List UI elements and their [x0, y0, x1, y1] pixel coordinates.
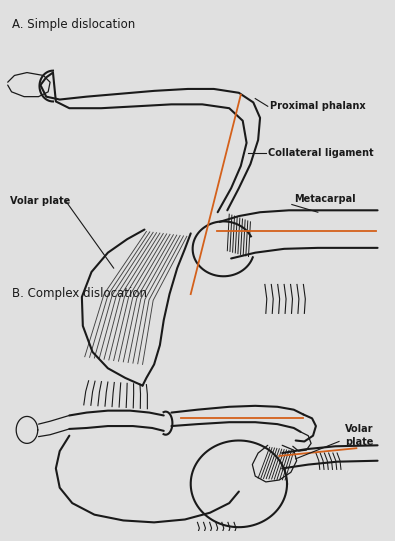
Text: Volar
plate: Volar plate: [345, 425, 373, 447]
Text: A. Simple dislocation: A. Simple dislocation: [11, 18, 135, 31]
Text: B. Complex dislocation: B. Complex dislocation: [11, 287, 147, 300]
Text: Metacarpal: Metacarpal: [294, 194, 356, 204]
Text: Proximal phalanx: Proximal phalanx: [270, 101, 365, 111]
Text: Volar plate: Volar plate: [9, 196, 70, 206]
Text: Collateral ligament: Collateral ligament: [268, 148, 373, 157]
